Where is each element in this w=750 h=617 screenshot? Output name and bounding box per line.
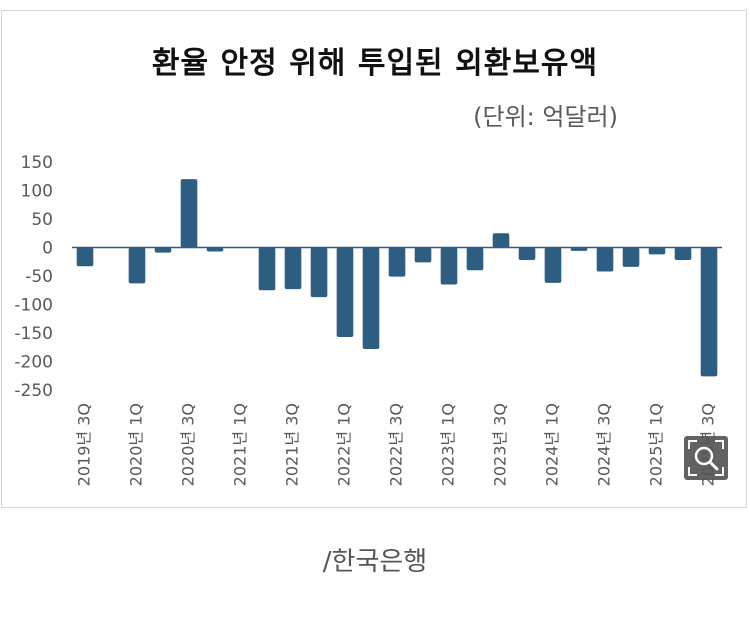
bar <box>180 179 198 248</box>
y-tick-label: -200 <box>14 353 53 373</box>
bar <box>700 247 718 377</box>
y-tick-label: -150 <box>14 324 53 344</box>
bar <box>414 247 432 263</box>
x-tick-label: 2024년 1Q <box>543 403 562 486</box>
x-tick-label: 2024년 3Q <box>595 403 614 486</box>
bar <box>128 247 146 284</box>
y-tick-label: -100 <box>14 296 53 316</box>
x-tick-label: 2023년 1Q <box>439 403 458 486</box>
zoom-in-icon <box>688 440 724 476</box>
x-tick-label: 2022년 1Q <box>335 403 354 486</box>
bar <box>76 247 94 267</box>
bar <box>466 247 484 271</box>
bar <box>544 247 562 283</box>
bar <box>622 247 640 267</box>
bar <box>362 247 380 349</box>
bar <box>388 247 406 277</box>
x-tick-label: 2020년 1Q <box>127 403 146 486</box>
y-tick-label: 0 <box>42 239 53 259</box>
bar <box>674 247 692 261</box>
x-tick-label: 2023년 3Q <box>491 403 510 486</box>
bar <box>258 247 276 291</box>
y-tick-label: 100 <box>21 182 53 202</box>
bar <box>596 247 614 272</box>
bar <box>154 247 172 253</box>
bar <box>440 247 458 285</box>
bar <box>648 247 666 255</box>
x-tick-label: 2025년 1Q <box>647 403 666 486</box>
y-tick-label: 150 <box>21 153 53 173</box>
bar <box>492 233 510 248</box>
zoom-button[interactable] <box>684 436 728 480</box>
bar <box>570 247 588 251</box>
y-tick-label: -50 <box>25 267 53 287</box>
x-tick-label: 2019년 3Q <box>75 403 94 486</box>
bar <box>284 247 302 290</box>
x-tick-label: 2022년 3Q <box>387 403 406 486</box>
chart-subtitle: (단위: 억달러) <box>473 103 618 131</box>
x-tick-label: 2020년 3Q <box>179 403 198 486</box>
bar <box>518 247 536 261</box>
y-tick-label: 50 <box>31 210 53 230</box>
bar <box>310 247 328 298</box>
bar <box>336 247 354 337</box>
x-tick-label: 2021년 3Q <box>283 403 302 486</box>
bar <box>206 247 224 252</box>
y-tick-label: -250 <box>14 381 53 401</box>
source-label: /한국은행 <box>322 547 428 577</box>
chart-title: 환율 안정 위해 투입된 외환보유액 <box>151 46 599 81</box>
x-tick-label: 2021년 1Q <box>231 403 250 486</box>
